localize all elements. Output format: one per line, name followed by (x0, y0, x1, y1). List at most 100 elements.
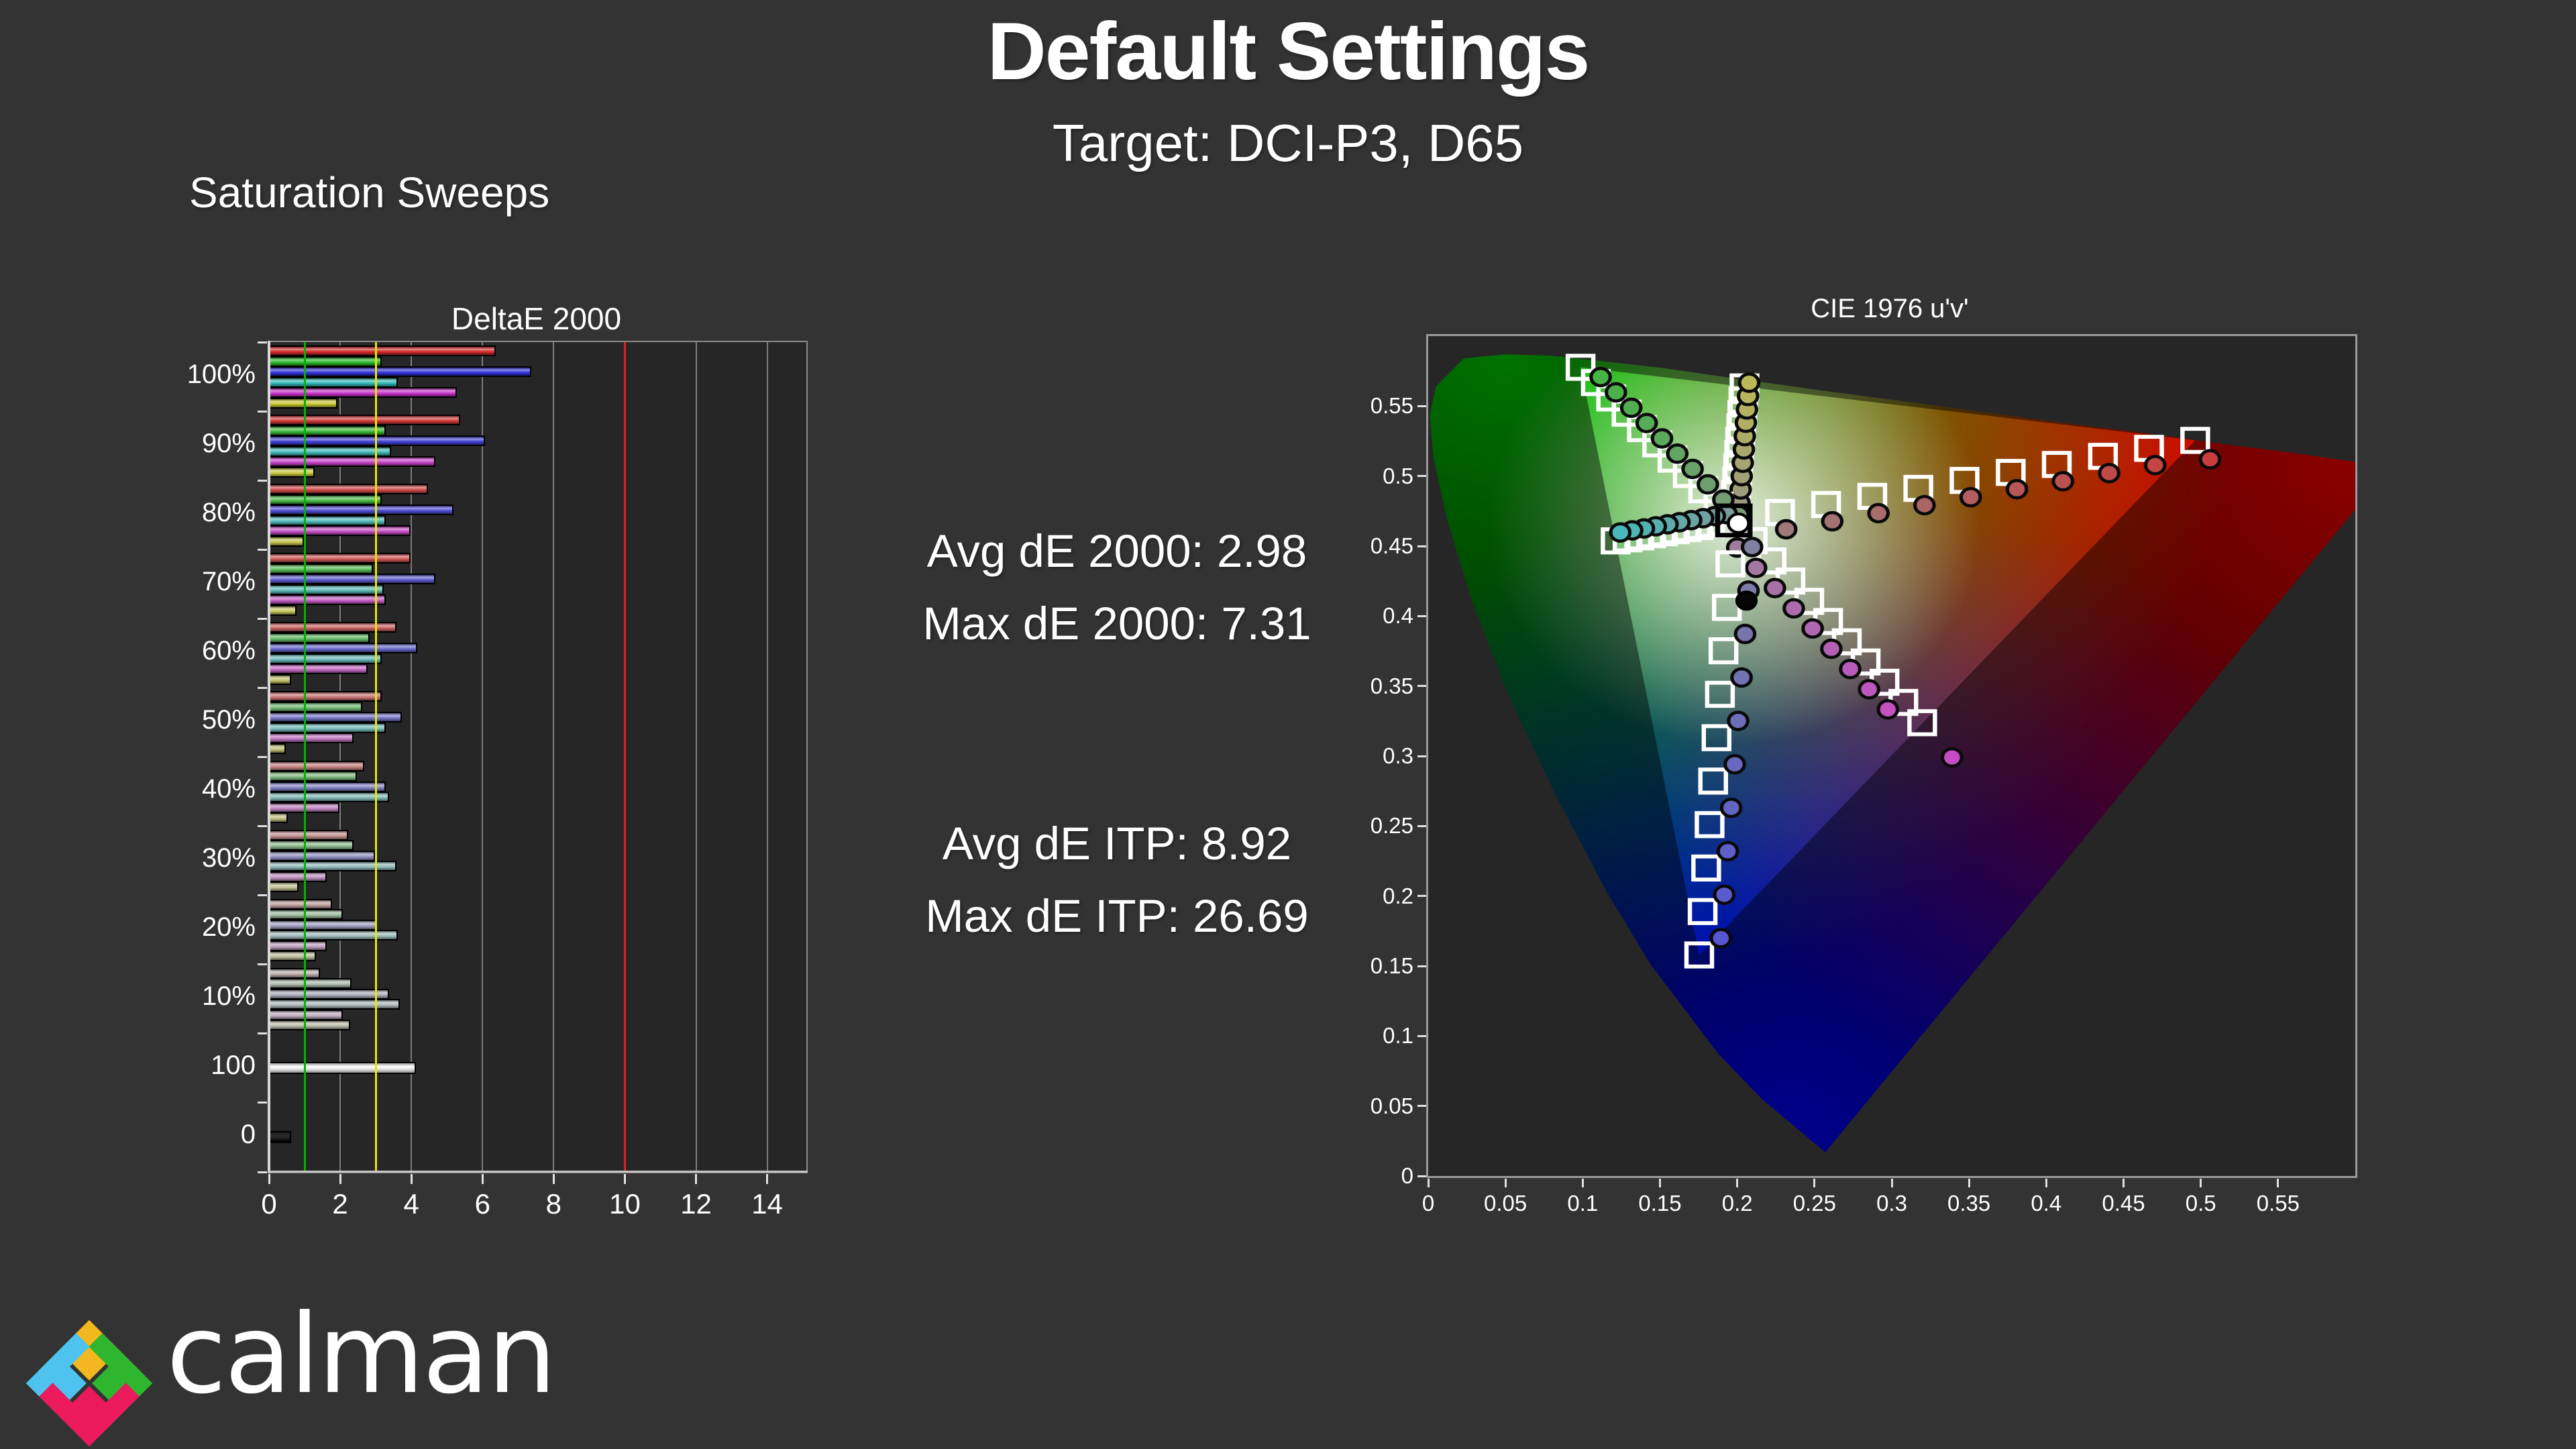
bar-blue (269, 504, 453, 516)
measured-point-green-70 (1635, 413, 1658, 433)
measured-point-red-50 (1959, 486, 1982, 508)
x-axis-tick (766, 1174, 769, 1184)
x-axis-tick-label: 0.15 (1638, 1191, 1682, 1216)
bar-red (269, 553, 411, 564)
y-axis-tick-label: 80% (201, 497, 256, 527)
bar-magenta (269, 456, 435, 468)
bar-red (269, 691, 382, 702)
measured-point-magenta-40 (1782, 598, 1805, 619)
bar-chart-title: DeltaE 2000 (451, 301, 622, 336)
x-axis-tick-label: 0 (1421, 1191, 1435, 1216)
bar-blue (269, 366, 532, 378)
y-axis-tick (258, 341, 267, 343)
measured-point-red-30 (1867, 502, 1890, 524)
x-axis-tick-label: 8 (545, 1188, 562, 1220)
bar-yellow (269, 951, 317, 962)
x-axis-tick (2045, 1179, 2047, 1187)
grid-line (695, 342, 697, 1172)
measured-point-magenta-20 (1744, 557, 1768, 578)
bar-magenta (269, 1009, 343, 1020)
bar-blue (269, 712, 402, 723)
y-axis-tick-label: 60% (201, 635, 256, 665)
grid-line (766, 342, 768, 1172)
x-axis-tick (1968, 1179, 1970, 1187)
bar-cyan (269, 930, 398, 941)
stat-value: 7.31 (1221, 598, 1311, 649)
y-axis-tick (1417, 1175, 1426, 1177)
bar-green (269, 356, 382, 367)
x-axis-tick (623, 1174, 626, 1184)
measured-point-green-90 (1605, 382, 1627, 403)
bar-yellow (269, 535, 304, 547)
bar-blue (269, 988, 390, 1000)
y-axis-tick-label: 0.55 (1370, 393, 1413, 419)
measured-point-blue-70 (1719, 797, 1743, 818)
y-axis-tick-label: 20% (201, 912, 256, 943)
y-axis-tick (1417, 405, 1426, 407)
bar-magenta (269, 871, 327, 882)
x-axis-tick (1581, 1179, 1584, 1187)
measured-point-yellow-100 (1737, 372, 1761, 393)
y-axis-tick-label: 0.05 (1370, 1093, 1413, 1118)
x-axis-tick-label: 6 (474, 1188, 490, 1220)
measured-point-magenta-90 (1876, 699, 1900, 720)
measured-point-blue-80 (1716, 841, 1739, 862)
y-axis-tick-label: 70% (201, 566, 256, 596)
bar-yellow (269, 881, 299, 893)
x-axis-tick-label: 0.2 (1721, 1191, 1753, 1216)
bar-blue (269, 435, 486, 447)
measured-point-green-40 (1681, 458, 1704, 480)
x-axis-tick (552, 1174, 555, 1184)
cie-plot: 0 0.05 0.1 0.15 0.2 0.25 0.3 0.35 0.4 0.45 0.5 0.55… (1371, 334, 2357, 1216)
bar-blue (269, 574, 435, 585)
target-square-blue-40 (1705, 680, 1735, 708)
target-square-blue-70 (1695, 811, 1725, 839)
bar-yellow (269, 1020, 350, 1031)
bar-magenta (269, 940, 327, 951)
y-axis-tick-label: 0.1 (1383, 1023, 1413, 1049)
y-axis-tick-label: 100 (211, 1051, 256, 1081)
white-point-measured (1727, 513, 1751, 534)
x-axis-tick (1659, 1179, 1661, 1187)
y-axis-tick (258, 548, 267, 551)
bar-magenta (269, 594, 386, 606)
y-axis-tick-label: 40% (201, 774, 256, 804)
y-axis-tick-label: 0.3 (1383, 743, 1413, 768)
bar-cyan (269, 515, 386, 526)
y-axis-tick (258, 894, 267, 897)
y-axis-tick (258, 825, 267, 828)
bar-green (269, 425, 386, 436)
measured-point-red-10 (1774, 519, 1798, 540)
x-axis-tick (1813, 1179, 1816, 1187)
y-axis-tick-label: 90% (201, 428, 256, 458)
x-axis-tick-label: 0.05 (1484, 1191, 1527, 1216)
calman-logo-icon (25, 1320, 153, 1447)
y-axis-tick-label: 30% (201, 843, 256, 873)
bar-green (269, 632, 370, 643)
stat-avg-itp: Avg dE ITP: 8.92 (808, 808, 1426, 880)
x-axis-tick-label: 0.35 (1947, 1191, 1991, 1216)
bar-green (269, 563, 374, 574)
measured-point-blue-10 (1740, 537, 1764, 557)
x-axis-tick-label: 12 (680, 1188, 712, 1220)
bar-cyan (269, 445, 391, 457)
x-axis-tick-label: 2 (332, 1188, 348, 1220)
y-axis-tick (258, 1032, 267, 1035)
y-axis-tick-label: 0.35 (1370, 673, 1413, 698)
y-axis-tick (1417, 1105, 1426, 1108)
x-axis-tick-label: 14 (751, 1188, 783, 1220)
x-axis-tick-label: 10 (609, 1188, 641, 1220)
y-axis-tick (1417, 755, 1426, 757)
x-axis-tick (1890, 1179, 1893, 1187)
y-axis-tick (258, 410, 267, 413)
y-axis-tick-label: 0 (1401, 1163, 1413, 1188)
bar-green (269, 701, 363, 712)
y-axis-tick (1417, 965, 1426, 967)
measured-point-blue-60 (1723, 754, 1746, 775)
reference-line-3 (374, 342, 377, 1172)
bar-cyan (269, 861, 396, 872)
grid-line (482, 342, 484, 1172)
x-axis-tick (2277, 1179, 2279, 1187)
y-axis-tick (1417, 545, 1426, 547)
y-axis-tick-label: 0 (240, 1120, 256, 1150)
